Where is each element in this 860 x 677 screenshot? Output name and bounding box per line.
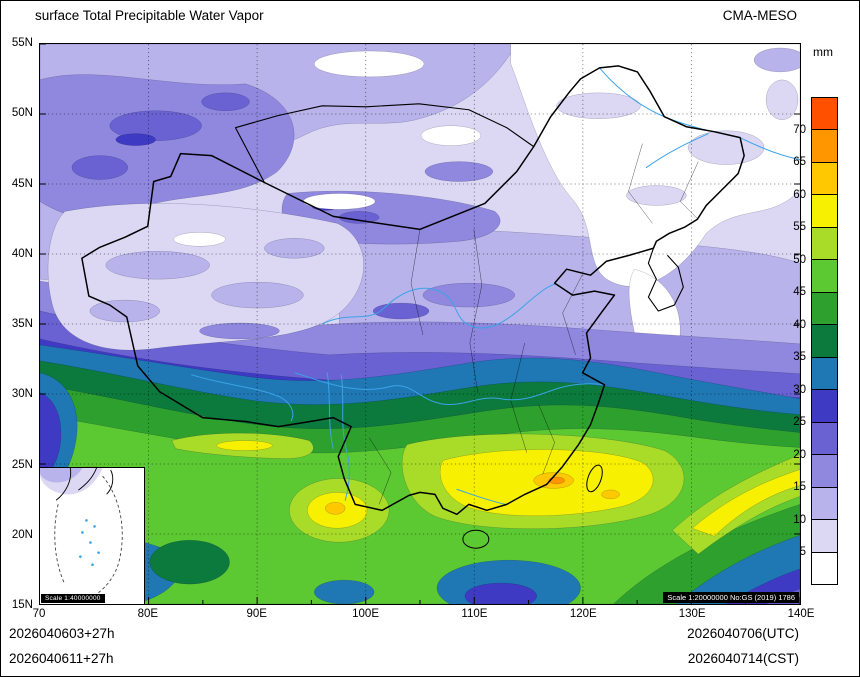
latitude-tick-label: 20N — [11, 528, 33, 541]
colorbar-tick-label: 15 — [793, 481, 806, 494]
salween-river — [326, 372, 334, 450]
latitude-tick-label: 35N — [11, 318, 33, 330]
latitude-tick-label: 25N — [11, 458, 33, 471]
weather-map-canvas — [40, 44, 800, 604]
colorbar-tick-label: 30 — [793, 383, 806, 396]
yellow-river — [321, 283, 557, 329]
model-name: CMA-MESO — [722, 8, 797, 23]
latitude-axis: 55N 50N 45N 40N 35N 30N 25N 20N 15N — [1, 37, 36, 611]
valid-times: 2026040706(UTC) 2026040714(CST) — [687, 621, 799, 671]
colorbar-segment — [812, 421, 837, 455]
brahmaputra-river — [191, 374, 294, 422]
latitude-tick-label: 40N — [11, 247, 33, 260]
init-time-utc: 2026040603+27h — [9, 626, 115, 641]
colorbar-segment — [812, 486, 837, 520]
latitude-tick-label: 45N — [11, 177, 33, 190]
korea-coastline — [647, 248, 684, 312]
colorbar-segment — [812, 194, 837, 227]
colorbar-tick-label: 25 — [793, 416, 806, 429]
latitude-tick-label: 30N — [11, 388, 33, 401]
songhua-river — [645, 133, 709, 169]
south-china-sea-inset: Scale 1:40000000 — [39, 467, 145, 605]
colorbar-unit: mm — [813, 45, 833, 59]
colorbar-segment — [812, 551, 837, 585]
latitude-tick-label: 50N — [11, 107, 33, 120]
colorbar-segment — [812, 291, 837, 325]
colorbar-tick-label: 50 — [793, 253, 806, 266]
map-scale-label: Scale 1:20000000 No:GS (2019) 1786 — [663, 592, 799, 603]
init-times: 2026040603+27h 2026040611+27h — [9, 621, 115, 671]
longitude-axis: 70 80E 90E 100E 110E 120E 130E 140E — [33, 608, 815, 624]
colorbar-segment — [812, 356, 837, 390]
taiwan-island — [586, 464, 603, 493]
longitude-tick-label: 140E — [787, 608, 815, 620]
colorbar-segment — [812, 389, 837, 422]
colorbar-segment — [812, 98, 837, 130]
valid-time-utc: 2026040706(UTC) — [687, 626, 799, 641]
china-border — [81, 65, 745, 516]
colorbar — [811, 97, 838, 585]
longitude-tick-label: 90E — [246, 608, 267, 620]
latitude-tick-label: 15N — [11, 599, 33, 611]
colorbar-tick-label: 65 — [793, 156, 806, 169]
province-boundary-layer — [368, 143, 699, 505]
colorbar-tick-label: 20 — [793, 448, 806, 461]
colorbar-tick-label: 60 — [793, 188, 806, 201]
colorbar-tick-label: 55 — [793, 221, 806, 234]
longitude-tick-label: 110E — [461, 608, 488, 620]
colorbar-tick-label: 5 — [799, 546, 806, 559]
colorbar-segment — [812, 161, 837, 195]
map-frame: Scale 1:40000000 Scale 1:20000000 No:GS … — [39, 43, 801, 605]
yangtze-river — [294, 372, 605, 405]
colorbar-segment — [812, 226, 837, 260]
grid-layer — [40, 44, 800, 604]
chart-title: surface Total Precipitable Water Vapor — [35, 8, 264, 23]
colorbar-segment — [812, 129, 837, 162]
mongolia-border — [234, 103, 535, 183]
pearl-river — [456, 488, 507, 505]
colorbar-segment — [812, 519, 837, 552]
colorbar-tick-label: 70 — [793, 123, 806, 136]
colorbar-tick-label: 45 — [793, 286, 806, 299]
colorbar-tick-label: 35 — [793, 351, 806, 364]
national-boundary-layer — [81, 65, 745, 549]
longitude-tick-label: 130E — [678, 608, 706, 620]
hainan-island — [462, 529, 490, 549]
amur-river — [599, 67, 800, 161]
colorbar-segment — [812, 259, 837, 292]
init-time-cst: 2026040611+27h — [9, 651, 114, 666]
colorbar-labels: 5 10 15 20 25 30 35 40 45 50 55 60 65 70 — [764, 97, 806, 585]
latitude-tick-label: 55N — [11, 37, 33, 49]
colorbar-tick-label: 40 — [793, 318, 806, 331]
contour-fill-layer — [40, 44, 800, 604]
colorbar-segment — [812, 324, 837, 357]
longitude-tick-label: 100E — [352, 608, 379, 620]
valid-time-cst: 2026040714(CST) — [687, 651, 799, 666]
longitude-tick-label: 120E — [569, 608, 597, 620]
island-dots — [79, 519, 100, 567]
longitude-tick-label: 70 — [32, 608, 46, 620]
inset-scale-label: Scale 1:40000000 — [41, 594, 105, 603]
inset-map-canvas — [40, 468, 144, 604]
colorbar-tick-label: 10 — [793, 513, 806, 526]
colorbar-segment — [812, 454, 837, 487]
longitude-tick-label: 80E — [137, 608, 159, 620]
